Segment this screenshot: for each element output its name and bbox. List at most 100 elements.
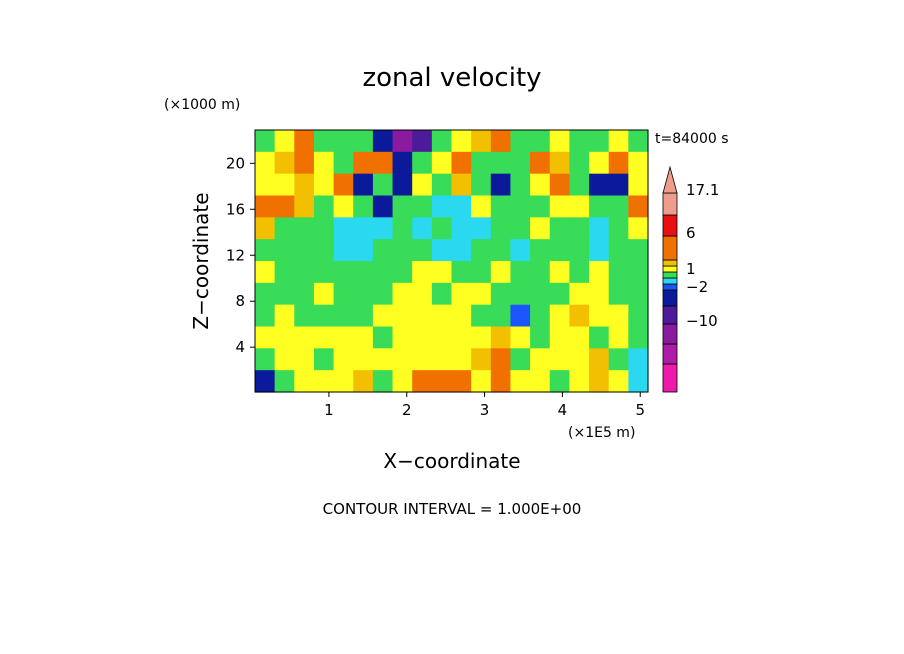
heatmap-cell <box>530 261 551 284</box>
heatmap-cell <box>549 130 570 153</box>
heatmap-cell <box>451 151 472 175</box>
colorbar-segment <box>662 323 678 345</box>
heatmap-cell <box>569 217 590 240</box>
heatmap-cell <box>392 370 413 393</box>
heatmap-cell <box>569 370 590 393</box>
colorbar-label: 17.1 <box>686 181 719 199</box>
heatmap-cell <box>451 239 472 262</box>
heatmap-cell <box>628 217 649 240</box>
heatmap-cell <box>608 151 629 175</box>
heatmap-cell <box>431 151 453 175</box>
heatmap-cell <box>628 348 649 371</box>
heatmap-cell <box>333 151 354 175</box>
heatmap-cell <box>471 217 492 240</box>
heatmap-cell <box>313 348 335 371</box>
heatmap-cell <box>530 370 551 393</box>
heatmap-cell <box>608 173 629 197</box>
heatmap-cell <box>608 195 629 218</box>
heatmap-cell <box>313 282 335 306</box>
heatmap-cell <box>608 348 629 371</box>
heatmap-cell <box>549 217 570 240</box>
heatmap-cell <box>294 195 315 218</box>
colorbar-segment <box>662 235 678 261</box>
heatmap-cell <box>589 217 610 240</box>
heatmap-cell <box>255 370 276 393</box>
heatmap-cell <box>372 130 394 153</box>
heatmap-cell <box>353 130 374 153</box>
y-tick-label: 16 <box>226 200 245 218</box>
y-tick-label: 12 <box>226 246 245 264</box>
heatmap-cell <box>412 261 433 284</box>
heatmap-cell <box>412 348 433 371</box>
heatmap-cell <box>490 326 512 349</box>
heatmap-cell <box>569 282 590 306</box>
heatmap-cell <box>333 370 354 393</box>
heatmap-cell <box>608 326 629 349</box>
heatmap-cell <box>392 348 413 371</box>
colorbar-segment <box>662 305 678 325</box>
heatmap-cell <box>353 370 374 393</box>
heatmap-cell <box>372 151 394 175</box>
heatmap-cell <box>451 370 472 393</box>
heatmap-cell <box>589 130 610 153</box>
heatmap-cell <box>431 173 453 197</box>
heatmap-cell <box>353 173 374 197</box>
heatmap-cell <box>628 151 649 175</box>
colorbar-segment <box>662 265 678 273</box>
heatmap-cell <box>530 217 551 240</box>
heatmap-cell <box>313 239 335 262</box>
colorbar-segment <box>662 192 678 216</box>
heatmap-cell <box>294 326 315 349</box>
heatmap-cell <box>490 348 512 371</box>
heatmap-cell <box>471 348 492 371</box>
colorbar-segment <box>662 283 678 291</box>
heatmap-cell <box>294 130 315 153</box>
heatmap-cell <box>569 195 590 218</box>
heatmap-cell <box>510 217 531 240</box>
heatmap-cell <box>412 304 433 328</box>
heatmap-cell <box>589 370 610 393</box>
heatmap-cell <box>274 130 295 153</box>
heatmap-cell <box>530 195 551 218</box>
heatmap-cell <box>412 151 433 175</box>
colorbar-segment <box>662 363 678 393</box>
heatmap-cell <box>490 282 512 306</box>
heatmap-cell <box>608 217 629 240</box>
y-scale-note: (×1000 m) <box>164 97 240 113</box>
heatmap-cell <box>392 304 413 328</box>
heatmap-cell <box>569 130 590 153</box>
heatmap-cell <box>608 282 629 306</box>
colorbar-arrow <box>662 165 678 194</box>
heatmap-cell <box>313 217 335 240</box>
heatmap-cell <box>294 282 315 306</box>
heatmap-cell <box>431 130 453 153</box>
heatmap-cell <box>628 130 649 153</box>
heatmap-cell <box>294 370 315 393</box>
heatmap-cell <box>313 326 335 349</box>
heatmap-cell <box>589 282 610 306</box>
x-tick-label: 3 <box>480 401 490 419</box>
heatmap-cell <box>274 304 295 328</box>
colorbar-segment <box>662 343 678 365</box>
colorbar: −10 −21 6 17.1 <box>662 165 719 393</box>
heatmap-cell <box>569 151 590 175</box>
heatmap-cell <box>255 217 276 240</box>
heatmap-cell <box>549 261 570 284</box>
heatmap-cell <box>255 151 276 175</box>
heatmap-cell <box>392 195 413 218</box>
heatmap-cell <box>392 261 413 284</box>
heatmap-cell <box>490 239 512 262</box>
heatmap-cell <box>353 151 374 175</box>
heatmap-cell <box>333 348 354 371</box>
heatmap-cell <box>372 173 394 197</box>
colorbar-segment <box>662 259 678 267</box>
y-tick-label: 20 <box>226 154 245 172</box>
heatmap-cell <box>255 130 276 153</box>
heatmap-cell <box>392 217 413 240</box>
heatmap-cell <box>530 130 551 153</box>
heatmap-cell <box>274 151 295 175</box>
heatmap-cell <box>530 326 551 349</box>
heatmap-cell <box>490 173 512 197</box>
heatmap-cell <box>294 348 315 371</box>
colorbar-segment <box>662 289 678 307</box>
